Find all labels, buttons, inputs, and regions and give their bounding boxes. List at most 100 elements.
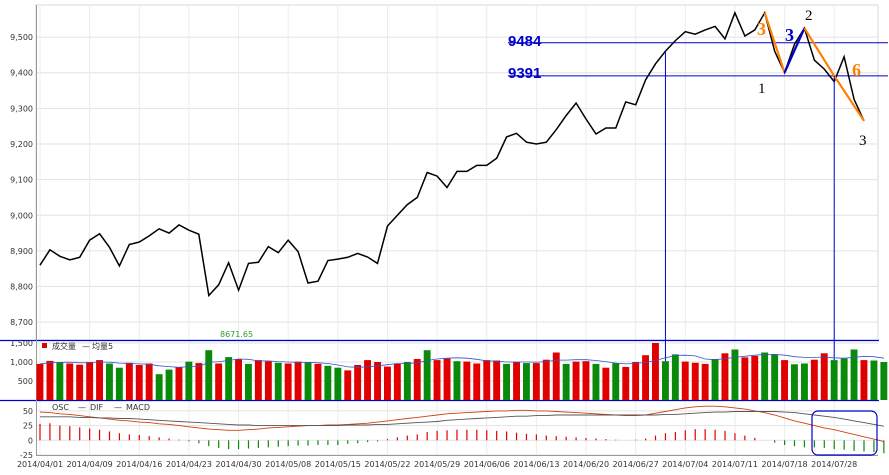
min-marker: 8671.65 — [220, 330, 253, 339]
x-tick-label: 2014/04/23 — [166, 460, 212, 469]
volume-bar — [691, 362, 699, 400]
volume-bar — [205, 350, 213, 400]
volume-bar — [96, 360, 103, 400]
price-tick-label: 9,000 — [10, 211, 33, 220]
horizontal-levels — [508, 42, 888, 77]
wave-overlay-1 — [783, 27, 806, 74]
volume-bar — [523, 363, 530, 400]
wave-label-orange-6: 6 — [852, 60, 861, 80]
dif-legend-dash: — — [78, 403, 86, 412]
level-label-9391: 9391 — [508, 65, 541, 82]
volume-bar — [195, 363, 203, 400]
volume-tick-label: 500 — [18, 377, 33, 386]
osc-legend-label: OSC — [52, 403, 69, 412]
volume-bar — [393, 363, 401, 400]
volume-bar — [165, 369, 173, 400]
volume-bar — [532, 363, 540, 400]
volume-bar — [155, 374, 163, 400]
macd-legend: OSC — DIF — MACD — [52, 403, 150, 412]
x-tick-label: 2014/04/09 — [67, 460, 113, 469]
volume-bar — [433, 360, 441, 400]
macd-line — [40, 411, 884, 427]
osc-bars — [39, 423, 885, 454]
volume-bar — [264, 361, 272, 400]
volume-y-ticks: 500 1,000 1,500 — [10, 339, 33, 386]
volume-bar — [622, 366, 630, 400]
dif-legend-label: DIF — [90, 403, 104, 412]
x-tick-label: 2014/06/13 — [513, 460, 559, 469]
macd-y-ticks: -25 0 25 50 — [20, 407, 33, 460]
volume-legend-dash: — — [82, 342, 90, 351]
volume-bar — [791, 364, 798, 400]
volume-bar — [354, 365, 362, 400]
volume-bar — [592, 363, 600, 400]
x-tick-label: 2014/07/11 — [712, 460, 758, 469]
volume-bar — [284, 363, 292, 400]
volume-bar — [662, 361, 669, 400]
volume-bar — [473, 363, 481, 400]
volume-bar — [850, 349, 858, 400]
volume-bar — [542, 359, 550, 400]
price-tick-label: 9,500 — [10, 33, 33, 42]
volume-bar — [513, 362, 520, 400]
volume-bar — [225, 357, 233, 400]
price-tick-label: 8,800 — [10, 283, 33, 292]
volume-bar — [602, 367, 610, 400]
volume-bar — [215, 363, 223, 400]
volume-bar — [453, 361, 461, 400]
level-label-9484: 9484 — [508, 33, 542, 50]
volume-tick-label: 1,500 — [10, 339, 33, 348]
volume-bar — [364, 360, 371, 400]
volume-bar — [245, 363, 252, 400]
volume-bar — [125, 362, 133, 400]
volume-bar — [612, 363, 620, 400]
x-tick-label: 2014/06/06 — [464, 460, 510, 469]
volume-bar — [503, 363, 510, 400]
volume-bar — [135, 365, 143, 400]
volume-bar — [870, 360, 878, 400]
price-series-line — [39, 10, 865, 298]
x-tick-label: 2014/05/08 — [265, 460, 311, 469]
macd-legend-label: MACD — [126, 403, 150, 412]
price-tick-label: 9,100 — [10, 176, 33, 185]
volume-bar — [443, 358, 451, 400]
volume-bar — [781, 360, 788, 400]
price-tick-label: 9,200 — [10, 140, 33, 149]
volume-bar — [721, 353, 729, 400]
highlight-box — [811, 410, 878, 456]
volume-bar — [413, 359, 421, 400]
volume-bar — [374, 362, 381, 400]
volume-bar — [334, 367, 342, 400]
volume-legend: 成交量 — 均量5 — [42, 341, 113, 351]
x-tick-label: 2014/04/16 — [116, 460, 162, 469]
volume-bar — [86, 362, 94, 400]
volume-bar — [671, 354, 679, 400]
volume-bar — [810, 359, 818, 400]
volume-bar — [66, 363, 74, 400]
volume-bar — [820, 353, 828, 400]
volume-bar — [681, 361, 689, 400]
volume-legend-label: 成交量 — [52, 341, 76, 351]
volume-bar — [582, 361, 590, 400]
macd-tick-label: 25 — [23, 422, 33, 431]
x-tick-label: 2014/07/28 — [811, 460, 857, 469]
volume-bar — [552, 352, 560, 400]
x-tick-label: 2014/07/04 — [662, 460, 708, 469]
price-tick-label: 9,400 — [10, 69, 33, 78]
macd-tick-label: 0 — [28, 436, 33, 445]
volume-bar — [56, 362, 64, 400]
volume-bar — [423, 350, 431, 400]
volume-bar — [324, 365, 332, 400]
volume-bar — [880, 362, 888, 400]
wave-overlay-0 — [763, 12, 786, 74]
point-label-3: 3 — [859, 133, 867, 149]
wave-overlay-3 — [833, 75, 865, 122]
price-tick-label: 8,700 — [10, 318, 33, 327]
macd-tick-label: -25 — [20, 451, 33, 460]
volume-bar — [145, 363, 153, 400]
volume-bar — [771, 354, 779, 400]
ma5-line — [39, 353, 884, 368]
x-tick-label: 2014/06/20 — [563, 460, 609, 469]
volume-bar — [76, 364, 84, 400]
